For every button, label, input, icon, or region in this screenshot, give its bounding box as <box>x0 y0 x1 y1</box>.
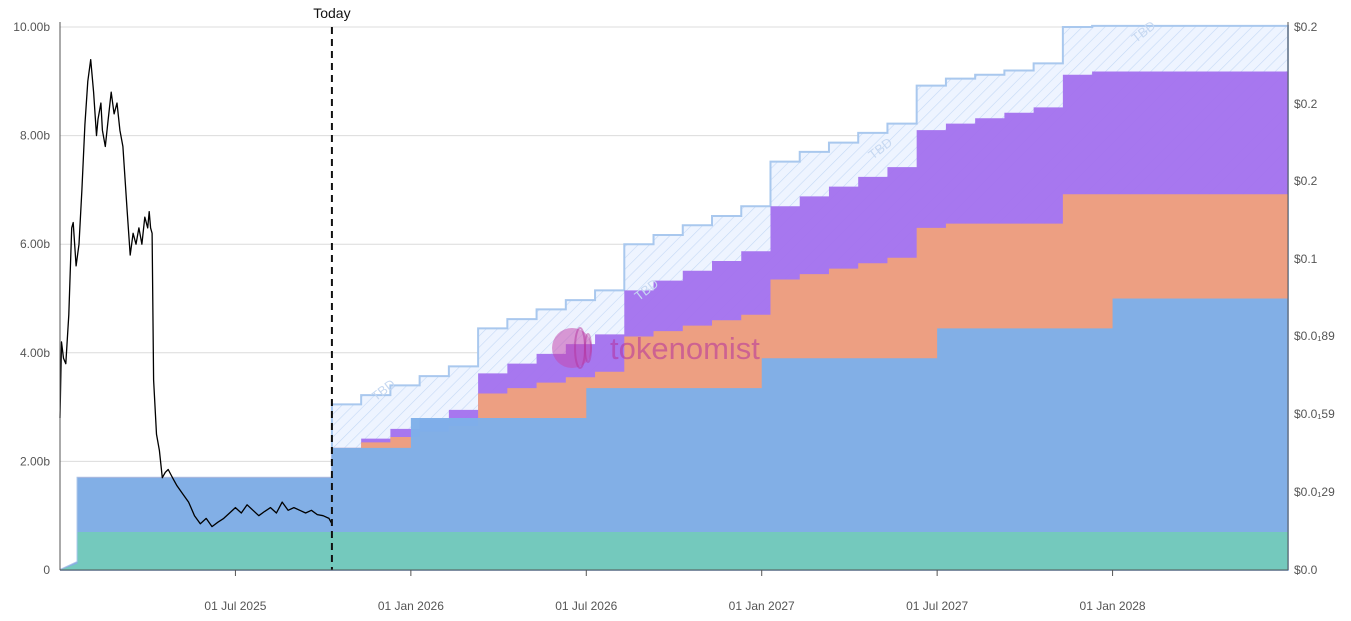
watermark-logo-ring <box>574 327 586 369</box>
area-green-allocation <box>60 531 1288 570</box>
x-tick-label: 01 Jul 2026 <box>555 599 617 613</box>
price-line <box>59 58 333 528</box>
y-right-tick-label: $0.0₁29 <box>1294 485 1335 499</box>
watermark-text: tokenomist <box>610 331 760 366</box>
x-tick-label: 01 Jul 2025 <box>204 599 266 613</box>
watermark-logo-ring-2 <box>584 333 592 363</box>
x-tick-label: 01 Jan 2026 <box>378 599 444 613</box>
axes: 0 2.00b 4.00b 6.00b 8.00b 10.00b 01 Jul 2025 01… <box>13 20 1335 613</box>
y-right-tick-label: $0.0₁59 <box>1294 407 1335 421</box>
x-tick-label: 01 Jan 2028 <box>1080 599 1146 613</box>
watermark-logo-circle <box>552 328 592 368</box>
today-label: Today <box>313 5 350 21</box>
y-left-tick-label: 0 <box>43 563 50 577</box>
y-left-tick-label: 6.00b <box>20 237 50 251</box>
y-right-tick-label: $0.2 <box>1294 20 1318 34</box>
y-left-tick-label: 8.00b <box>20 129 50 143</box>
y-right-tick-label: $0.2 <box>1294 174 1318 188</box>
y-left-tick-label: 2.00b <box>20 454 50 468</box>
y-right-tick-label: $0.2 <box>1294 97 1318 111</box>
area-blue-allocation <box>60 298 1288 570</box>
today-marker: Today <box>313 5 351 570</box>
y-left-tick-label: 10.00b <box>13 20 50 34</box>
y-right-tick-label: $0.1 <box>1294 252 1318 266</box>
x-tick-label: 01 Jan 2027 <box>729 599 795 613</box>
price-series-line <box>59 58 333 528</box>
watermark: tokenomist <box>552 327 760 369</box>
y-right-tick-label: $0.0 <box>1294 563 1318 577</box>
x-tick-label: 01 Jul 2027 <box>906 599 968 613</box>
y-left-tick-label: 4.00b <box>20 346 50 360</box>
y-right-tick-label: $0.0₁89 <box>1294 329 1335 343</box>
